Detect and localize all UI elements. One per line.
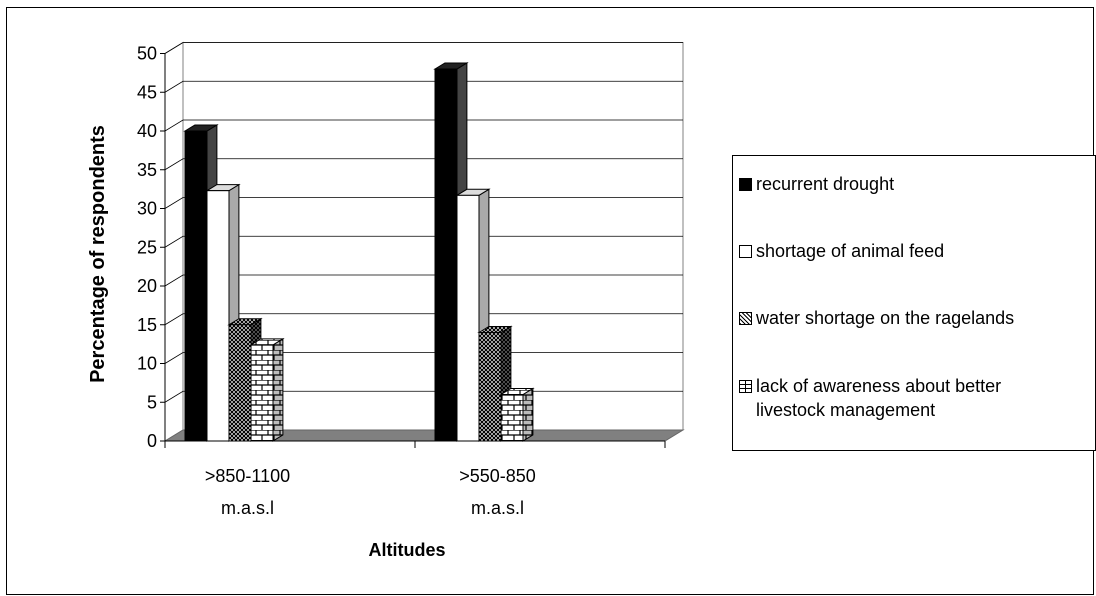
gridline: [164, 80, 683, 93]
y-tick-label: 20: [137, 276, 157, 296]
x-axis: [164, 440, 666, 448]
bar-front: [478, 332, 502, 442]
legend-swatch: [739, 178, 752, 191]
x-category-label: >850-1100: [205, 466, 290, 486]
x-category-label: m.a.s.l: [471, 498, 524, 518]
y-tick-label: 10: [137, 354, 157, 374]
gridline: [164, 352, 683, 364]
y-axis-title: Percentage of respondents: [87, 125, 109, 383]
legend-swatch: [739, 380, 752, 393]
bar-front: [228, 324, 252, 442]
legend-swatch: [739, 245, 752, 258]
legend-label: water shortage on the ragelands: [756, 308, 1015, 328]
y-tick-label: 45: [137, 82, 157, 102]
bar-front: [250, 344, 274, 442]
legend-label: shortage of animal feed: [756, 241, 945, 261]
y-tick-label: 30: [137, 199, 157, 219]
bar-lack-of-awareness-about-better: [249, 337, 285, 442]
bar-side: [272, 337, 284, 442]
gridline: [164, 42, 683, 54]
bar-front: [206, 190, 230, 442]
legend-item: shortage of animal feed: [739, 239, 1086, 263]
y-tick-label: 35: [137, 160, 157, 180]
y-tick-label: 40: [137, 121, 157, 141]
x-category-label: >550-850: [459, 466, 536, 486]
bar-front: [434, 68, 458, 442]
gridline: [164, 158, 683, 171]
bar-front: [500, 394, 524, 442]
legend-item: recurrent drought: [739, 172, 1086, 196]
bar-lack-of-awareness-about-better: [499, 387, 535, 442]
legend-label: recurrent drought: [756, 174, 895, 194]
chart-legend: recurrent drought shortage of animal feed…: [732, 155, 1096, 451]
y-tick-label: 5: [147, 392, 157, 412]
y-tick-label: 0: [147, 431, 157, 451]
gridline: [164, 235, 683, 248]
gridline: [164, 274, 683, 287]
bar-side: [522, 387, 534, 442]
gridline: [164, 197, 683, 209]
y-tick-label: 15: [137, 315, 157, 335]
legend-swatch: [739, 312, 752, 325]
axis-labels: >850-1100 m.a.s.l >550-850 m.a.s.l Altitudes…: [87, 125, 536, 560]
y-tick-label: 50: [137, 44, 157, 64]
y-axis: 0 5 10 15 20 25 30 35 40 45 50: [137, 44, 166, 451]
legend-item: lack of awareness about better livestock…: [739, 374, 1086, 422]
x-category-label: m.a.s.l: [221, 498, 274, 518]
x-axis-title: Altitudes: [368, 540, 445, 560]
y-tick-label: 25: [137, 237, 157, 257]
legend-label: lack of awareness about better livestock…: [756, 376, 1002, 420]
bar-front: [184, 130, 208, 442]
bars-group: [183, 62, 535, 442]
back-wall: [164, 41, 684, 442]
legend-item: water shortage on the ragelands: [739, 306, 1086, 330]
gridline: [164, 313, 683, 326]
bar-front: [456, 194, 480, 442]
gridline: [164, 119, 683, 132]
